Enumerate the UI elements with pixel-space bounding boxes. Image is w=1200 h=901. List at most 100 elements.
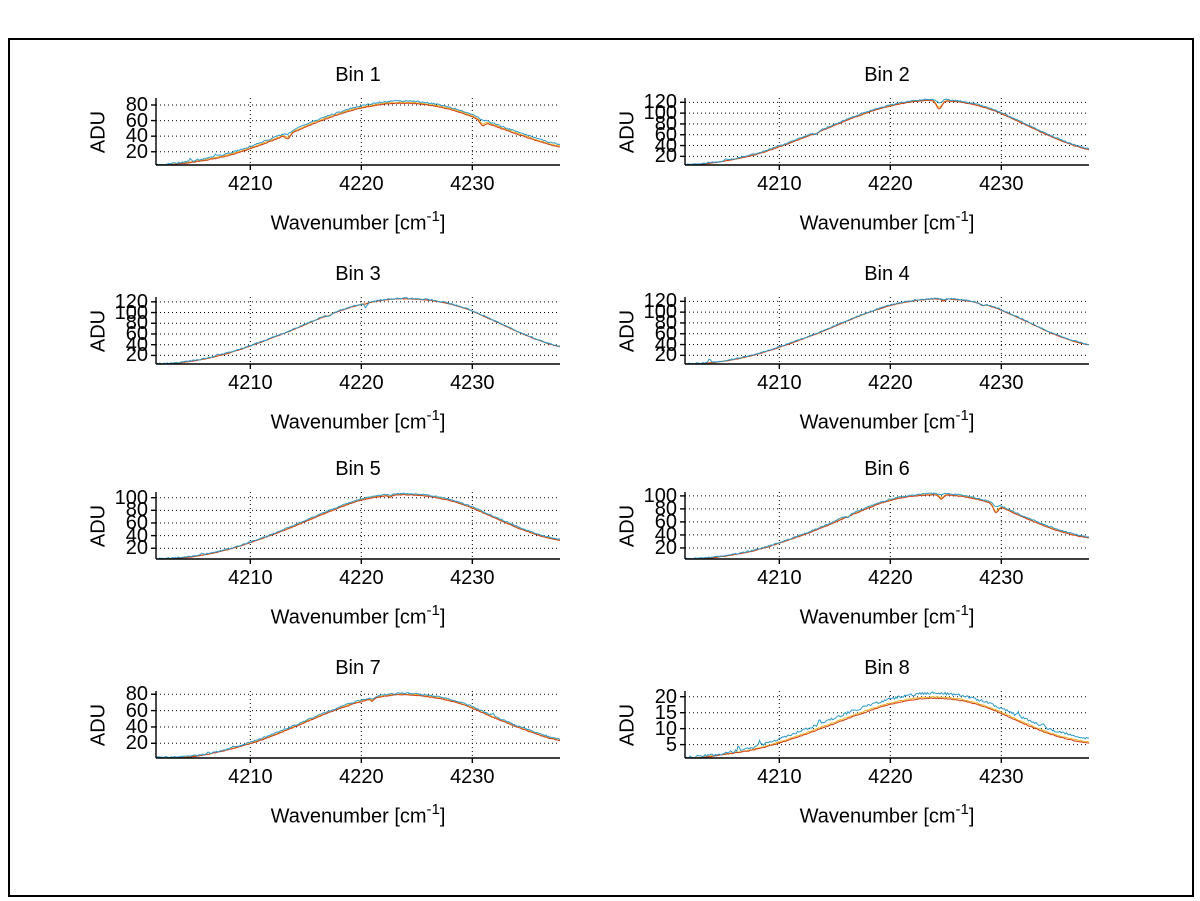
series-line-blue [155, 492, 561, 560]
x-axis-label: Wavenumber [cm-1] [156, 207, 560, 235]
y-tick-label: 120 [643, 91, 677, 114]
series-line-yellow [155, 101, 561, 166]
x-axis-label-text: Wavenumber [cm [270, 411, 427, 434]
x-axis-label-text: Wavenumber [cm [799, 212, 956, 235]
plot-title-bin-7: Bin 7 [335, 657, 381, 679]
series-line-yellow [685, 298, 1090, 365]
plot-area-bin-4 [680, 297, 1090, 369]
x-axis-label-superscript: -1 [426, 602, 440, 619]
series-line-blue [684, 492, 1090, 560]
x-axis-label: Wavenumber [cm-1] [156, 601, 560, 629]
x-axis-label-text: Wavenumber [cm [799, 805, 956, 828]
y-tick-label: 40 [654, 523, 677, 546]
plot-title-bin-1: Bin 1 [335, 64, 381, 86]
series-line-red [156, 693, 561, 759]
plot-area-bin-8 [680, 691, 1090, 763]
x-tick-label: 4230 [979, 173, 1024, 195]
y-tick-label: 60 [654, 322, 677, 345]
plot-title-bin-6: Bin 6 [864, 458, 910, 480]
series-line-blue [684, 98, 1090, 166]
series-line-red [156, 102, 561, 166]
x-axis-label-superscript: -1 [955, 407, 969, 424]
y-tick-label: 120 [643, 290, 677, 313]
series-line-red [685, 298, 1090, 365]
y-tick-label: 60 [654, 510, 677, 533]
y-tick-label: 40 [125, 125, 148, 148]
y-tick-label: 20 [654, 536, 677, 559]
plot-area-bin-5 [151, 492, 561, 564]
x-axis-label-text: Wavenumber [cm [270, 606, 427, 629]
y-tick-label: 20 [125, 140, 148, 163]
x-axis-label-text: Wavenumber [cm [799, 411, 956, 434]
y-tick-label: 20 [654, 685, 677, 708]
x-axis-label-close: ] [439, 411, 446, 434]
series-line-blue [155, 692, 561, 759]
x-axis-label-superscript: -1 [955, 801, 969, 818]
x-tick-label: 4230 [450, 766, 495, 788]
y-tick-label: 100 [643, 301, 677, 324]
y-tick-label: 10 [654, 717, 677, 740]
x-tick-label: 4210 [228, 372, 273, 394]
x-axis-label-close: ] [968, 411, 975, 434]
y-tick-label: 20 [125, 732, 148, 755]
x-tick-label: 4220 [339, 567, 384, 589]
x-axis-label-close: ] [439, 212, 446, 235]
series-line-red [685, 494, 1090, 560]
x-axis-label-close: ] [968, 805, 975, 828]
series-line-blue [155, 100, 561, 166]
x-axis-label-close: ] [439, 805, 446, 828]
x-tick-label: 4230 [979, 567, 1024, 589]
y-tick-label: 20 [125, 344, 148, 367]
x-axis-label-superscript: -1 [426, 407, 440, 424]
y-tick-label: 40 [125, 524, 148, 547]
series-line-yellow [155, 297, 561, 365]
plot-title-bin-5: Bin 5 [335, 458, 381, 480]
x-axis-label: Wavenumber [cm-1] [156, 800, 560, 828]
plot-title-bin-2: Bin 2 [864, 64, 910, 86]
plot-area-bin-2 [680, 98, 1090, 170]
y-tick-label: 100 [643, 484, 677, 507]
y-tick-label: 15 [654, 701, 677, 724]
x-tick-label: 4220 [339, 766, 384, 788]
x-axis-label: Wavenumber [cm-1] [156, 406, 560, 434]
y-tick-label: 40 [125, 715, 148, 738]
x-axis-label-text: Wavenumber [cm [799, 606, 956, 629]
y-tick-label: 80 [125, 312, 148, 335]
y-tick-label: 60 [125, 699, 148, 722]
x-tick-label: 4210 [228, 567, 273, 589]
x-tick-label: 4230 [450, 372, 495, 394]
x-tick-label: 4220 [339, 372, 384, 394]
x-axis-label: Wavenumber [cm-1] [685, 601, 1089, 629]
x-tick-label: 4210 [757, 372, 802, 394]
y-tick-label: 80 [654, 497, 677, 520]
y-tick-label: 20 [654, 145, 677, 168]
series-line-yellow [684, 493, 1090, 560]
x-axis-label: Wavenumber [cm-1] [685, 800, 1089, 828]
x-axis-label-superscript: -1 [426, 801, 440, 818]
x-tick-label: 4210 [757, 567, 802, 589]
x-tick-label: 4230 [979, 372, 1024, 394]
y-tick-label: 100 [643, 102, 677, 125]
x-axis-label-text: Wavenumber [cm [270, 212, 427, 235]
x-tick-label: 4220 [868, 766, 913, 788]
x-axis-label-superscript: -1 [426, 208, 440, 225]
plot-area-bin-6 [680, 492, 1090, 564]
y-tick-label: 80 [125, 94, 148, 116]
x-tick-label: 4210 [757, 766, 802, 788]
x-axis-label: Wavenumber [cm-1] [685, 406, 1089, 434]
x-tick-label: 4230 [450, 567, 495, 589]
y-tick-label: 60 [654, 123, 677, 146]
y-tick-label: 60 [125, 511, 148, 534]
y-tick-label: 40 [654, 333, 677, 356]
y-tick-label: 60 [125, 322, 148, 345]
y-tick-label: 80 [125, 499, 148, 522]
x-tick-label: 4230 [450, 173, 495, 195]
y-tick-label: 40 [654, 134, 677, 157]
y-tick-label: 100 [114, 301, 148, 324]
x-tick-label: 4210 [757, 173, 802, 195]
x-tick-label: 4210 [228, 173, 273, 195]
plot-title-bin-3: Bin 3 [335, 263, 381, 285]
x-axis-label-superscript: -1 [955, 208, 969, 225]
x-tick-label: 4230 [979, 766, 1024, 788]
series-line-red [156, 494, 561, 560]
